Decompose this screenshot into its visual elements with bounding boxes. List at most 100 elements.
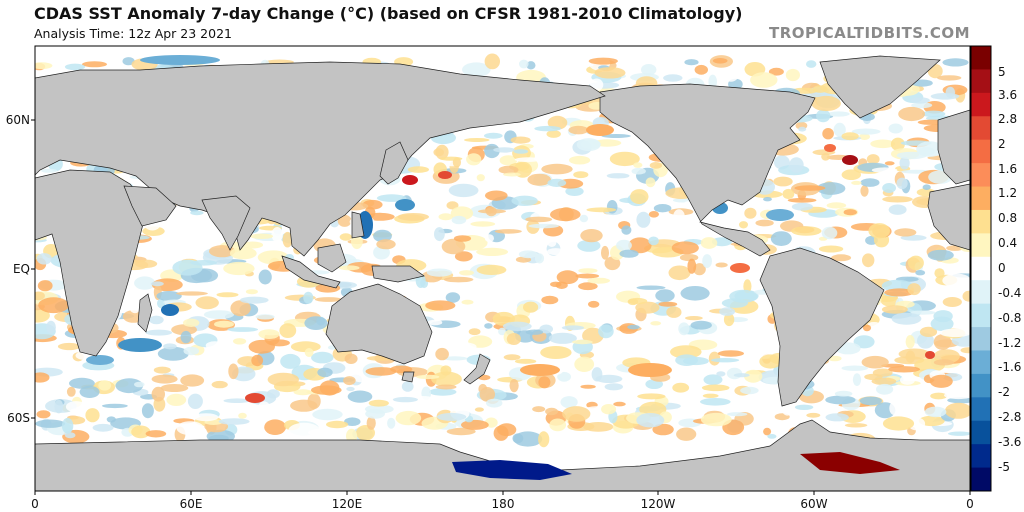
anomaly-blob <box>574 356 595 372</box>
anomaly-blob <box>587 277 610 284</box>
anomaly-blob <box>866 154 880 165</box>
anomaly-blob <box>312 408 343 421</box>
anomaly-blob <box>833 122 846 137</box>
cb-label: -0.8 <box>998 311 1021 325</box>
anomaly-blob <box>166 393 187 406</box>
anomaly-blob <box>365 367 397 376</box>
anomaly-blob <box>894 228 917 237</box>
anomaly-blob <box>580 229 603 243</box>
anomaly-blob <box>882 196 913 203</box>
anomaly-blob <box>557 371 571 382</box>
anomaly-blob <box>183 318 200 327</box>
anomaly-blob <box>763 427 772 436</box>
anomaly-blob <box>939 328 970 338</box>
anomaly-blob <box>859 396 882 406</box>
anomaly-blob <box>767 434 777 439</box>
anomaly-blob <box>513 149 529 154</box>
anomaly-blob <box>821 379 845 386</box>
colorbar-swatch <box>971 163 991 188</box>
anomaly-blob <box>250 233 274 239</box>
anomaly-blob <box>279 323 297 338</box>
cb-label: 5 <box>998 65 1006 79</box>
anomaly-blob <box>443 276 474 283</box>
anomaly-blob <box>317 367 333 378</box>
anomaly-blob <box>898 106 925 122</box>
anomaly-feature <box>824 144 836 152</box>
anomaly-blob <box>670 345 702 359</box>
anomaly-blob <box>545 407 559 416</box>
anomaly-blob <box>782 188 795 200</box>
anomaly-blob <box>884 288 914 297</box>
anomaly-feature <box>86 355 114 365</box>
anomaly-blob <box>459 270 474 276</box>
anomaly-blob <box>190 260 218 266</box>
anomaly-blob <box>445 292 461 303</box>
anomaly-blob <box>293 389 313 396</box>
anomaly-feature <box>402 175 418 185</box>
anomaly-blob <box>890 137 905 151</box>
anomaly-blob <box>791 202 814 211</box>
japan <box>379 141 409 185</box>
colorbar-swatch <box>971 139 991 164</box>
anomaly-blob <box>616 239 632 251</box>
anomaly-blob <box>474 407 484 412</box>
anomaly-blob <box>630 189 649 205</box>
anomaly-blob <box>122 57 135 66</box>
anomaly-blob <box>645 177 656 188</box>
anomaly-blob <box>628 297 648 305</box>
lat-label-eq: EQ <box>13 262 30 276</box>
anomaly-blob <box>911 102 933 109</box>
anomaly-blob <box>639 401 667 417</box>
anomaly-blob <box>562 406 591 422</box>
anomaly-blob <box>484 53 500 70</box>
anomaly-feature <box>118 338 162 352</box>
anomaly-blob <box>266 389 280 399</box>
anomaly-blob <box>503 354 521 361</box>
anomaly-blob <box>41 168 58 173</box>
anomaly-blob <box>343 376 356 386</box>
anomaly-blob <box>228 363 239 380</box>
anomaly-blob <box>628 237 652 254</box>
anomaly-blob <box>900 375 915 385</box>
anomaly-blob <box>715 262 728 268</box>
cb-label: -0.4 <box>998 286 1021 300</box>
anomaly-blob <box>636 413 665 428</box>
anomaly-blob <box>523 301 539 313</box>
anomaly-blob <box>476 174 485 182</box>
anomaly-blob <box>151 374 178 384</box>
cb-label: 0.8 <box>998 211 1017 225</box>
anomaly-blob <box>708 351 721 366</box>
anomaly-blob <box>267 372 299 387</box>
anomaly-blob <box>918 415 945 427</box>
anomaly-blob <box>816 109 831 123</box>
anomaly-blob <box>538 376 551 389</box>
anomaly-blob <box>853 335 875 349</box>
anomaly-blob <box>656 337 688 346</box>
anomaly-blob <box>586 207 617 213</box>
anomaly-blob <box>470 221 496 227</box>
anomaly-blob <box>627 324 640 330</box>
analysis-time: Analysis Time: 12z Apr 23 2021 <box>34 26 232 41</box>
anomaly-blob <box>311 351 334 364</box>
anomaly-blob <box>881 305 908 314</box>
anomaly-blob <box>648 236 659 246</box>
australia <box>325 283 433 365</box>
cb-label: -2.8 <box>998 410 1021 424</box>
anomaly-blob <box>241 241 264 249</box>
anomaly-blob <box>392 396 418 403</box>
anomaly-blob <box>106 416 116 423</box>
anomaly-blob <box>871 377 897 386</box>
anomaly-blob <box>636 285 666 290</box>
anomaly-blob <box>733 373 750 378</box>
anomaly-blob <box>601 404 617 415</box>
anomaly-blob <box>35 62 53 70</box>
cb-label: -2 <box>998 385 1010 399</box>
colorbar <box>970 45 992 492</box>
anomaly-blob <box>441 238 466 255</box>
colorbar-swatch <box>971 350 991 375</box>
anomaly-blob <box>211 380 228 389</box>
anomaly-blob <box>439 156 463 161</box>
anomaly-blob <box>818 245 844 253</box>
tick-marks <box>31 119 971 495</box>
anomaly-blob <box>871 167 898 173</box>
